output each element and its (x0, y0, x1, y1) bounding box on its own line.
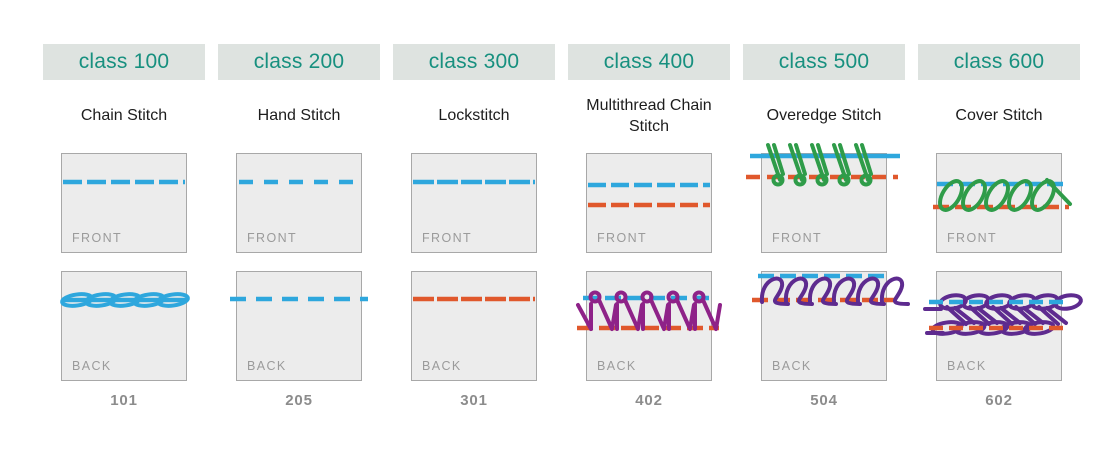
lockstitch-back-graphic (413, 296, 535, 302)
cover-stitch-front-graphic (933, 178, 1072, 212)
front-label: FRONT (772, 231, 823, 245)
back-swatch: BACK (60, 271, 190, 381)
stitch-name: Lockstitch (438, 107, 510, 125)
back-swatch: BACK (752, 271, 910, 381)
front-swatch: FRONT (236, 153, 362, 253)
front-swatch: FRONT (586, 153, 712, 253)
class-badge: class 500 (743, 44, 905, 80)
class-badge: class 200 (218, 44, 380, 80)
class-badge: class 300 (393, 44, 555, 80)
hand-stitch-back-graphic (230, 296, 368, 302)
back-swatch: BACK (923, 271, 1083, 381)
multithread-chain-front-graphic (588, 182, 710, 208)
overedge-back-graphic (752, 273, 910, 306)
front-swatch: FRONT (61, 153, 187, 253)
class-column-200: class 200 Hand Stitch FRONT BACK 205 (218, 44, 380, 409)
chain-stitch-back-graphic (60, 292, 190, 308)
front-label: FRONT (422, 231, 473, 245)
front-swatch: FRONT (933, 153, 1072, 253)
stitch-name: Hand Stitch (257, 107, 341, 125)
back-label: BACK (772, 359, 812, 373)
front-label: FRONT (947, 231, 998, 245)
front-swatch: FRONT (746, 143, 900, 253)
back-swatch: BACK (230, 271, 368, 381)
back-swatch: BACK (411, 271, 537, 381)
stitch-name: Overedge Stitch (766, 107, 882, 125)
back-label: BACK (422, 359, 462, 373)
class-column-300: class 300 Lockstitch FRONT BACK 301 (393, 44, 555, 409)
back-label: BACK (247, 359, 287, 373)
class-column-400: class 400 Multithread Chain Stitch FRONT (568, 44, 730, 409)
front-swatch: FRONT (411, 153, 537, 253)
hand-stitch-front-graphic (239, 179, 359, 185)
back-swatch: BACK (576, 271, 722, 381)
back-label: BACK (597, 359, 637, 373)
stitch-name: Chain Stitch (80, 107, 168, 125)
overedge-front-graphic (746, 143, 900, 187)
lockstitch-front-graphic (413, 179, 535, 185)
front-label: FRONT (597, 231, 648, 245)
stitch-name: Cover Stitch (955, 107, 1043, 125)
stitch-name: Multithread Chain Stitch (586, 96, 712, 135)
back-label: BACK (72, 359, 112, 373)
multithread-chain-back-graphic (576, 290, 722, 331)
stitch-number: 602 (985, 392, 1013, 409)
class-column-100: class 100 Chain Stitch FRONT BACK 101 (43, 44, 205, 409)
class-badge: class 600 (918, 44, 1080, 80)
stitch-number: 301 (460, 392, 488, 409)
cover-stitch-back-graphic (923, 293, 1083, 336)
class-column-500: class 500 Overedge Stitch FRONT (743, 44, 910, 409)
stitch-number: 504 (810, 392, 838, 409)
chain-stitch-front-graphic (63, 179, 185, 185)
front-label: FRONT (72, 231, 123, 245)
back-label: BACK (947, 359, 987, 373)
class-badge: class 400 (568, 44, 730, 80)
stitch-number: 205 (285, 392, 313, 409)
front-label: FRONT (247, 231, 298, 245)
stitch-number: 101 (110, 392, 138, 409)
class-column-600: class 600 Cover Stitch FRONT (918, 44, 1083, 409)
class-badge: class 100 (43, 44, 205, 80)
stitch-class-diagram: class 100 Chain Stitch FRONT BACK 101 cl… (43, 44, 1083, 409)
stitch-number: 402 (635, 392, 663, 409)
